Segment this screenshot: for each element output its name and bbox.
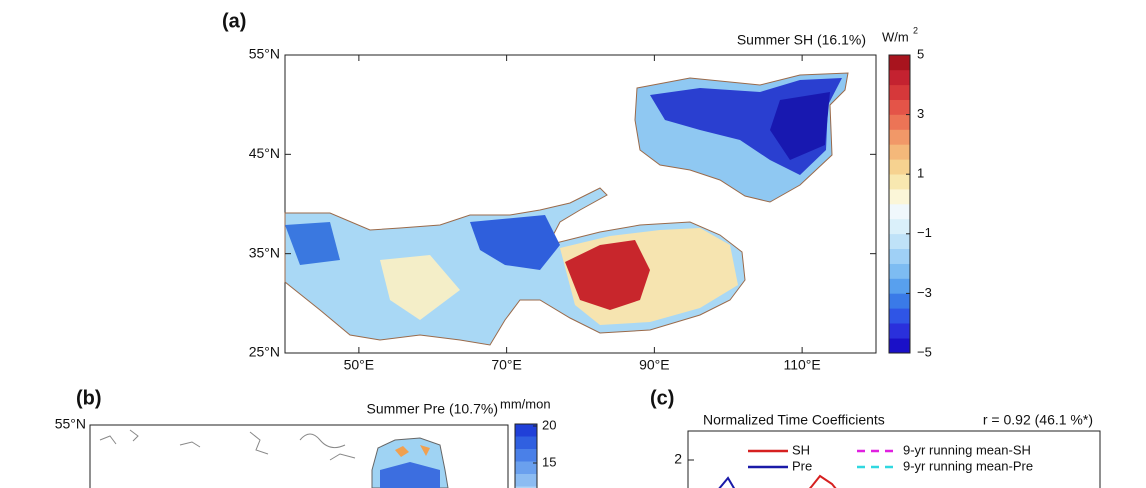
colorbar-unit: W/m	[882, 29, 909, 44]
colorbar-cell	[889, 174, 910, 190]
shade	[395, 445, 430, 457]
lon-tick-label: 50°E	[344, 357, 375, 373]
plot-frame	[687, 430, 1101, 488]
colorbar-cell	[889, 114, 910, 130]
colorbar-cell	[889, 144, 910, 160]
colorbar-cell	[889, 69, 910, 86]
lat-tick-label: 55°N	[55, 416, 86, 432]
lat-tick-label: 55°N	[249, 46, 280, 62]
coastline	[99, 429, 356, 461]
shade	[285, 222, 340, 265]
lat-tick-label: 25°N	[249, 344, 280, 360]
colorbar-cell	[515, 486, 537, 488]
plot-title: Normalized Time Coefficients	[703, 412, 885, 428]
map-title: Summer SH (16.1%)	[737, 32, 866, 48]
legend-label: 9-yr running mean-SH	[903, 442, 1031, 457]
colorbar-cell	[889, 293, 910, 309]
shade	[770, 92, 830, 160]
colorbar-frame	[888, 54, 911, 354]
legend-label: SH	[792, 442, 810, 457]
colorbar-cell	[889, 218, 910, 235]
colorbar-tick-label: −1	[917, 225, 932, 240]
lon-tick-label: 110°E	[783, 357, 820, 373]
colorbar-unit-power: 2	[913, 25, 918, 35]
colorbar-cell	[889, 263, 910, 279]
map-title: Summer Pre (10.7%)	[367, 401, 498, 417]
series-fragment	[718, 476, 736, 488]
colorbar-cell	[889, 278, 910, 294]
colorbar-cell	[889, 159, 910, 175]
colorbar-tick-label: 1	[917, 166, 924, 181]
colorbar-tick-label: 15	[542, 454, 556, 469]
panel-label: (a)	[222, 10, 246, 32]
colorbar-cell	[515, 461, 537, 474]
colorbar-cell	[889, 308, 910, 324]
shade	[380, 462, 440, 488]
plot-subtitle: r = 0.92 (46.1 %*)	[983, 412, 1093, 428]
lon-tick-label: 90°E	[639, 357, 670, 373]
colorbar-tick-label: 3	[917, 106, 924, 121]
lat-tick-label: 35°N	[249, 244, 280, 260]
colorbar-unit: mm/mon	[500, 396, 551, 411]
colorbar-cell	[889, 248, 910, 264]
lon-tick-label: 70°E	[491, 357, 522, 373]
colorbar-tick-label: 20	[542, 417, 556, 432]
colorbar-cell	[889, 189, 910, 205]
colorbar-cell	[889, 55, 910, 71]
panel-label: (b)	[76, 387, 102, 409]
colorbar-tick-label: −5	[917, 344, 932, 359]
series-fragment	[808, 474, 837, 488]
colorbar-cell	[889, 338, 910, 354]
shade	[470, 215, 560, 270]
colorbar-cell	[889, 323, 910, 339]
colorbar-cell	[889, 99, 910, 115]
colorbar-cell	[515, 449, 537, 462]
colorbar-cell	[889, 129, 910, 145]
colorbar-tick-label: 5	[917, 46, 924, 61]
colorbar-tick-label: −3	[917, 285, 932, 300]
colorbar-cell	[889, 84, 910, 100]
lat-tick-label: 45°N	[249, 145, 280, 161]
panel-label: (c)	[650, 387, 674, 409]
shade	[565, 240, 650, 310]
colorbar-cell	[515, 436, 537, 449]
colorbar-cell	[889, 204, 910, 220]
legend-label: 9-yr running mean-Pre	[903, 458, 1033, 473]
legend-label: Pre	[792, 458, 812, 473]
colorbar-cell	[515, 474, 537, 487]
colorbar-cell	[889, 233, 910, 249]
y-tick-label: 2	[674, 451, 682, 467]
shade	[380, 255, 460, 320]
colorbar-frame	[514, 423, 538, 488]
colorbar-cell	[515, 424, 537, 437]
